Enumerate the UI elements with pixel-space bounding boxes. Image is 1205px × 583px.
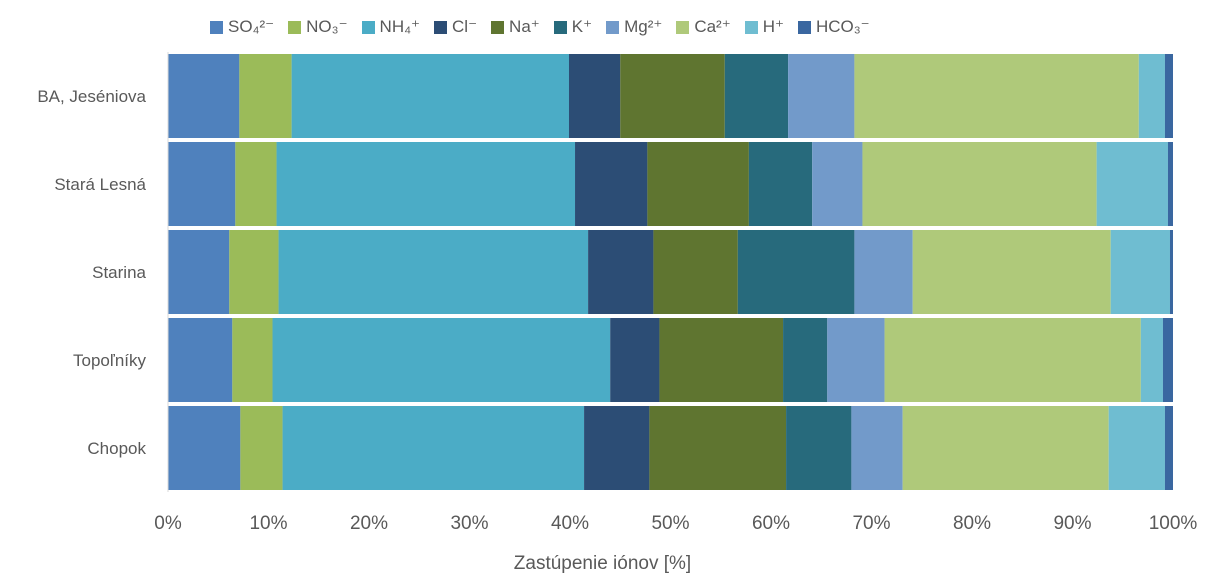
bar-segment	[827, 318, 885, 402]
x-tick-label: 0%	[154, 513, 182, 534]
x-axis-title: Zastúpenie iónov [%]	[513, 553, 692, 574]
legend-item: NO₃⁻	[288, 17, 348, 37]
legend-swatch	[288, 20, 302, 34]
bar-segment	[854, 54, 1139, 138]
bar-segment	[568, 54, 621, 138]
x-tick-label: 20%	[350, 513, 388, 534]
legend-label: HCO₃⁻	[815, 17, 870, 36]
legend-item: Ca²⁺	[676, 17, 731, 37]
legend-item: K⁺	[553, 17, 593, 37]
bar-segment	[575, 142, 648, 226]
legend-swatch	[210, 20, 223, 34]
bar-segment	[1162, 318, 1173, 402]
bar-segment	[232, 318, 273, 402]
legend-label: NH₄⁺	[379, 17, 421, 36]
bar-segment	[1167, 142, 1173, 226]
bar-segment	[851, 406, 903, 490]
bar-segment	[884, 318, 1141, 402]
bar-segment	[584, 406, 650, 490]
bar-segment	[276, 142, 576, 226]
x-tick-label: 70%	[852, 513, 890, 534]
bar-segment	[653, 230, 738, 314]
x-tick-label: 60%	[752, 513, 790, 534]
bar-segment	[1164, 406, 1173, 490]
legend-swatch	[676, 20, 690, 34]
bar-segment	[786, 406, 852, 490]
bar-segment	[168, 230, 230, 314]
bar-segment	[1096, 142, 1168, 226]
bar-segment	[168, 142, 236, 226]
bar-segment	[168, 318, 233, 402]
bar-segment	[278, 230, 589, 314]
legend-swatch	[553, 20, 567, 34]
bar-segment	[1140, 318, 1163, 402]
bar-segment	[272, 318, 611, 402]
bar-segment	[724, 54, 789, 138]
bar-segment	[229, 230, 279, 314]
category-label: Topoľníky	[73, 351, 146, 370]
legend-swatch	[797, 20, 811, 34]
legend-label: Ca²⁺	[694, 17, 731, 36]
category-label: Starina	[92, 263, 146, 282]
legend-label: SO₄²⁻	[228, 17, 275, 36]
legend-item: SO₄²⁻	[210, 17, 274, 37]
bar-segment	[783, 318, 828, 402]
legend-item: Mg²⁺	[606, 17, 662, 37]
bar-segment	[282, 406, 585, 490]
bar-segment	[788, 54, 855, 138]
legend-item: Na⁺	[491, 17, 540, 37]
legend: SO₄²⁻ NO₃⁻ NH₄⁺ Cl⁻ Na⁺ K⁺ Mg²⁺ Ca²⁺ H⁺ HCO₃⁻	[210, 14, 884, 40]
bar-segment	[235, 142, 277, 226]
legend-swatch	[491, 20, 505, 34]
bar-segment	[854, 230, 913, 314]
legend-swatch	[434, 20, 448, 34]
category-label: Stará Lesná	[54, 175, 146, 194]
legend-swatch	[361, 20, 375, 34]
bar-segment	[168, 406, 241, 490]
bar-segment	[588, 230, 654, 314]
x-tick-label: 80%	[953, 513, 991, 534]
legend-item: HCO₃⁻	[797, 17, 870, 37]
legend-item: NH₄⁺	[361, 17, 421, 37]
bar-segment	[1169, 230, 1173, 314]
bar-segment	[862, 142, 1097, 226]
bar-segment	[168, 54, 240, 138]
x-tick-label: 100%	[1149, 513, 1198, 534]
legend-label: NO₃⁻	[306, 17, 348, 36]
bar-segment	[239, 54, 292, 138]
bar-segment	[812, 142, 863, 226]
legend-item: Cl⁻	[434, 17, 477, 37]
bar-segment	[659, 318, 784, 402]
legend-swatch	[744, 20, 758, 34]
x-tick-label: 40%	[551, 513, 589, 534]
bar-segment	[737, 230, 855, 314]
legend-item: H⁺	[744, 17, 784, 37]
legend-label: K⁺	[571, 17, 593, 36]
x-tick-label: 50%	[651, 513, 689, 534]
bar-segment	[647, 142, 749, 226]
bar-segment	[620, 54, 725, 138]
bar-segment	[1110, 230, 1170, 314]
bar-segment	[240, 406, 283, 490]
legend-swatch	[606, 20, 620, 34]
x-tick-label: 30%	[450, 513, 488, 534]
bar-segment	[1138, 54, 1165, 138]
bar-segment	[748, 142, 813, 226]
category-label: Chopok	[87, 439, 146, 458]
bar-segment	[649, 406, 787, 490]
legend-label: Cl⁻	[452, 17, 478, 36]
x-tick-label: 10%	[249, 513, 287, 534]
bar-segment	[902, 406, 1109, 490]
legend-label: H⁺	[762, 17, 784, 36]
bar-segment	[291, 54, 569, 138]
legend-label: Na⁺	[509, 17, 540, 36]
bar-segment	[1164, 54, 1173, 138]
category-label: BA, Jeséniova	[37, 87, 146, 106]
legend-label: Mg²⁺	[624, 17, 663, 36]
x-tick-label: 90%	[1053, 513, 1091, 534]
bar-segment	[610, 318, 660, 402]
bar-segment	[1108, 406, 1165, 490]
bar-segment	[912, 230, 1111, 314]
